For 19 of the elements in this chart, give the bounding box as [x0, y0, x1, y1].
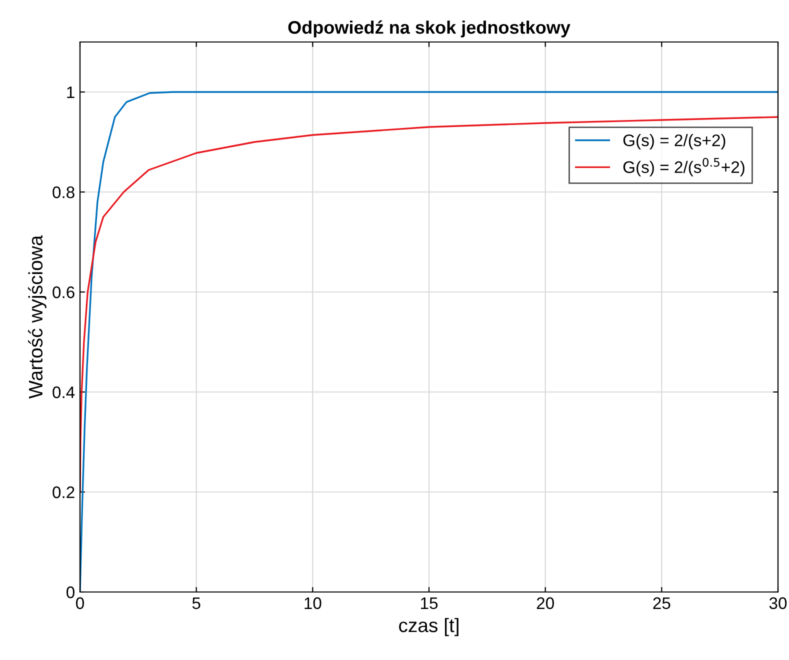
y-tick-label: 0.2 — [52, 486, 74, 498]
y-tick-label: 1 — [67, 86, 74, 98]
x-tick-label: 0 — [76, 597, 84, 610]
y-tick-label: 0.6 — [52, 286, 74, 298]
legend-label: G(s) = 2/(s+2) — [623, 134, 726, 150]
line-series — [80, 116, 778, 493]
legend-label: G(s) = 2/(s$^{0.5}$+2) — [623, 158, 744, 176]
y-tick-label: 0.4 — [52, 386, 75, 398]
x-tick-label: 20 — [536, 597, 554, 610]
x-tick-label: 25 — [653, 597, 670, 610]
x-axis-title: czas [t] — [399, 618, 458, 636]
y-tick-label: 0 — [66, 586, 74, 598]
x-tick-label: 30 — [769, 597, 787, 610]
chart-title: Odpowiedź na skok jednostkowy — [288, 20, 570, 38]
x-tick-label: 10 — [304, 597, 322, 610]
y-tick-label: 0.8 — [52, 186, 74, 198]
x-tick-label: 5 — [192, 597, 200, 610]
y-axis-title: Wartość wyjściowa — [28, 235, 46, 399]
x-tick-label: 15 — [421, 597, 438, 610]
